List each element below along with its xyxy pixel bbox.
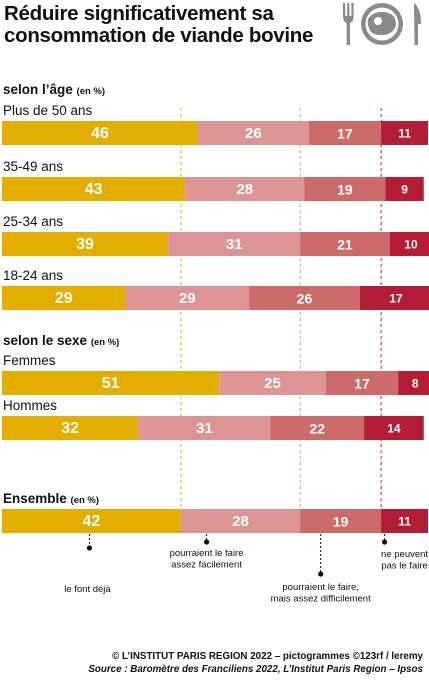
bar-value-label: 31	[196, 420, 213, 437]
category-label: Plus de 50 ans	[3, 103, 93, 118]
category-label: Hommes	[3, 398, 57, 413]
bar-segment	[2, 371, 220, 395]
footer-credit: © L’INSTITUT PARIS REGION 2022 – pictogr…	[112, 651, 423, 662]
bar-segment	[185, 177, 305, 201]
bar-segment	[300, 509, 382, 533]
bar-value-label: 28	[236, 181, 253, 198]
bar-value-label: 39	[76, 236, 94, 253]
bar-value-label: 17	[354, 376, 370, 392]
bar-value-label: 42	[83, 513, 101, 530]
bar-segment	[308, 121, 382, 145]
category-label: 18-24 ans	[3, 268, 63, 283]
footer-source: Source : Baromètre des Franciliens 2022,…	[88, 664, 423, 675]
section-label-1: selon le sexe (en %)	[3, 333, 119, 348]
bar-value-label: 19	[333, 514, 349, 530]
bar-segment	[304, 177, 386, 201]
bar-segment	[300, 232, 390, 256]
bar-value-label: 43	[85, 181, 103, 198]
section-label-2: Ensemble (en %)	[3, 491, 99, 506]
bar-segment	[2, 286, 126, 310]
bar-segment	[381, 509, 428, 533]
legend-callout: pourraient le faire assez facilement	[170, 548, 244, 571]
bar-segment	[2, 121, 198, 145]
bar-segment	[2, 509, 181, 533]
bar-segment	[219, 371, 326, 395]
bar-segment	[385, 177, 424, 201]
bar-value-label: 17	[389, 292, 403, 306]
bar-value-label: 21	[337, 237, 353, 253]
bar-segment	[125, 286, 250, 310]
bar-segment	[364, 416, 424, 440]
cutlery-steak-icon	[343, 3, 421, 45]
category-label: Femmes	[3, 353, 56, 368]
bar-segment	[359, 286, 429, 310]
callout-dot	[381, 539, 388, 545]
bar-value-label: 17	[337, 126, 353, 142]
bar-segment	[398, 371, 429, 395]
bar-value-label: 14	[387, 422, 401, 436]
bar-value-label: 28	[232, 513, 249, 530]
callout-dot	[318, 571, 324, 577]
category-label: 25-34 ans	[3, 214, 63, 229]
bar-segment	[2, 177, 186, 201]
bar-segment	[168, 232, 301, 256]
bar-value-label: 26	[245, 125, 262, 142]
bar-value-label: 51	[102, 375, 120, 392]
bar-value-label: 9	[401, 183, 408, 197]
bar-value-label: 8	[412, 377, 419, 391]
bar-value-label: 11	[398, 127, 411, 141]
bar-value-label: 11	[398, 515, 411, 529]
bar-value-label: 26	[297, 291, 313, 307]
callout-dot	[86, 545, 93, 551]
bar-value-label: 10	[404, 238, 418, 252]
bar-value-label: 46	[91, 125, 109, 142]
bar-segment	[2, 232, 169, 256]
category-label: 35-49 ans	[3, 159, 63, 174]
bar-value-label: 19	[337, 182, 353, 198]
bar-segment	[2, 416, 139, 440]
bar-segment	[270, 416, 365, 440]
bar-segment	[249, 286, 360, 310]
footer: © L’INSTITUT PARIS REGION 2022 – pictogr…	[88, 650, 423, 676]
bar-segment	[389, 232, 429, 256]
bar-segment	[180, 509, 301, 533]
legend-callout: pourraient le faire, mais assez difficile…	[271, 582, 372, 605]
bar-segment	[325, 371, 399, 395]
legend-callout: ne peuvent pas le faire	[381, 549, 428, 572]
bar-value-label: 32	[61, 420, 79, 437]
bar-segment	[197, 121, 309, 145]
stacked-bar-chart: 46 26 17 11 43 28 19 9 39 31 21 10 29 29 26 17 51 25 17 8 32…	[2, 82, 429, 605]
callout-dot	[203, 539, 210, 545]
bar-value-label: 29	[179, 290, 196, 307]
bar-value-label: 31	[226, 236, 243, 253]
bar-value-label: 25	[264, 375, 281, 392]
chart-title: Réduire significativement sa consommatio…	[4, 2, 314, 47]
section-label-0: selon l’âge (en %)	[3, 82, 105, 97]
bar-segment	[381, 121, 428, 145]
bar-segment	[138, 416, 271, 440]
bar-value-label: 22	[309, 421, 325, 437]
legend-callout: le font déjà	[64, 584, 111, 595]
bar-value-label: 29	[55, 290, 73, 307]
